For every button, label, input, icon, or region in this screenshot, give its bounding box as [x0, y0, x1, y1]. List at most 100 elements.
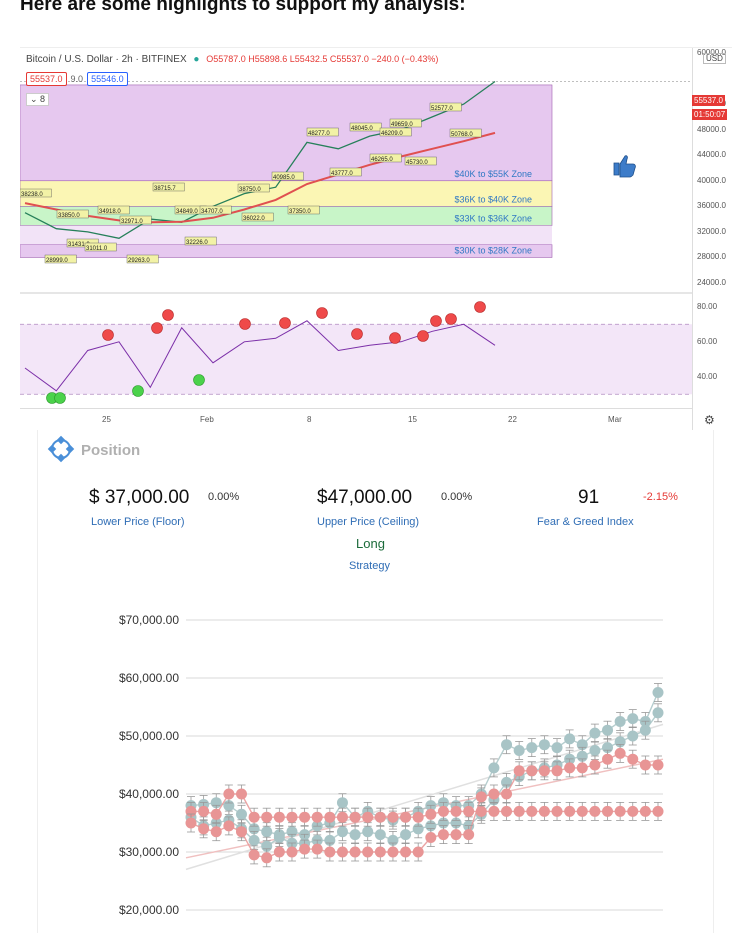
data-point: [488, 762, 500, 774]
data-point: [488, 788, 500, 800]
price-annotation-box: [97, 205, 130, 215]
data-point: [248, 834, 260, 846]
data-point: [652, 707, 664, 719]
price-annotation-box: [56, 209, 89, 219]
data-point: [551, 805, 563, 817]
exchange-label: BITFINEX: [141, 54, 187, 65]
price-annotation-label: 34707.0: [201, 209, 223, 215]
data-point: [425, 808, 437, 820]
range-scatter-chart[interactable]: $70,000.00 $60,000.00 $50,000.00 $40,000.00…: [38, 600, 715, 933]
data-point: [336, 797, 348, 809]
price-annotation-box: [126, 254, 159, 264]
tradingview-chart[interactable]: $40K to $55K Zone $36K to $40K Zone $33K t…: [20, 47, 732, 431]
data-point: [311, 843, 323, 855]
data-point: [235, 808, 247, 820]
zone-label: $40K to $55K Zone: [454, 169, 532, 179]
rsi-buy-signal: [193, 374, 205, 386]
data-point: [261, 826, 273, 838]
data-point: [198, 805, 210, 817]
price-annotation-box: [20, 188, 52, 198]
data-point: [501, 739, 513, 751]
interval-label[interactable]: 2h: [121, 54, 133, 65]
ask-badge[interactable]: 55546.0: [87, 72, 128, 86]
price-annotation-box: [429, 102, 462, 112]
currency-label[interactable]: USD: [703, 53, 726, 64]
symbol-title: Bitcoin / U.S. Dollar · 2h · BITFINEX ● …: [26, 54, 439, 65]
data-point: [198, 823, 210, 835]
date-tick-label: Feb: [200, 415, 214, 424]
rsi-line: [24, 320, 496, 392]
price-annotation-label: 38715.7: [154, 186, 176, 192]
data-point: [488, 805, 500, 817]
market-open-icon: ●: [193, 54, 200, 65]
series-line-upper: [190, 692, 659, 836]
price-annotation-box: [349, 122, 382, 132]
price-annotation-label: 46209.0: [381, 131, 403, 137]
data-point: [639, 759, 651, 771]
upper-price-label: Upper Price (Ceiling): [317, 516, 420, 528]
data-point: [400, 811, 412, 823]
price-annotation-box: [404, 156, 437, 166]
indicator-collapse-button[interactable]: ⌄ 8: [26, 93, 50, 106]
data-point: [589, 745, 601, 756]
rsi-tick-label: 80.00: [697, 301, 718, 311]
data-point: [349, 811, 361, 823]
data-point: [501, 805, 513, 817]
time-axis[interactable]: 25 Feb 8 15 22 Mar: [20, 408, 692, 431]
price-tick-label: 44000.0: [697, 150, 726, 160]
data-point: [299, 811, 311, 823]
gear-icon[interactable]: ⚙: [704, 413, 715, 427]
rsi-sell-signal: [102, 329, 114, 341]
data-point: [248, 811, 260, 823]
data-point: [602, 805, 614, 817]
rsi-sell-signal: [239, 318, 251, 330]
data-point: [412, 811, 424, 823]
price-chart-canvas[interactable]: $40K to $55K Zone $36K to $40K Zone $33K t…: [20, 48, 692, 431]
data-point: [362, 846, 374, 858]
price-annotation-label: 32226.0: [186, 240, 208, 246]
data-point: [387, 811, 399, 823]
data-point: [627, 805, 639, 817]
price-annotation-box: [449, 128, 482, 138]
data-point: [526, 742, 538, 754]
series-line-upper_low: [190, 712, 659, 848]
rsi-buy-signal: [132, 385, 144, 397]
price-annotation-box: [389, 118, 422, 128]
fear-greed-change: -2.15%: [643, 491, 678, 503]
data-point: [210, 808, 222, 820]
price-annotation-box: [84, 242, 117, 252]
data-point: [324, 811, 336, 823]
data-point: [513, 765, 525, 777]
spread-value: 9.0: [70, 74, 84, 84]
data-point: [223, 820, 235, 832]
data-point: [614, 805, 626, 817]
y-tick-label: $20,000.00: [119, 903, 179, 917]
price-annotation-box: [119, 215, 152, 225]
price-annotation-label: 46265.0: [371, 157, 393, 163]
price-tick-label: 40000.0: [697, 175, 726, 185]
data-point: [589, 759, 601, 771]
price-tick-label: 28000.0: [697, 252, 726, 262]
bid-badge[interactable]: 55537.0: [26, 72, 67, 86]
data-point: [311, 811, 323, 823]
price-annotation-box: [44, 254, 77, 264]
position-card: Position $ 37,000.00 0.00% Lower Price (…: [37, 430, 714, 933]
price-annotation-label: 40985.0: [273, 175, 295, 181]
price-annotation-label: 32971.0: [121, 219, 143, 225]
data-point: [576, 762, 588, 774]
lower-price-change: 0.00%: [208, 491, 240, 503]
data-point: [437, 829, 449, 841]
y-tick-label: $40,000.00: [119, 787, 179, 801]
page-headline: Here are some highlights to support my a…: [20, 0, 466, 15]
data-point: [501, 788, 513, 800]
price-annotation-label: 48045.0: [351, 126, 373, 132]
data-point: [400, 829, 412, 841]
fear-greed-value: 91: [578, 487, 600, 508]
zone-label: $33K to $36K Zone: [454, 214, 532, 224]
y-tick-label: $70,000.00: [119, 613, 179, 627]
zone-label: $36K to $40K Zone: [454, 194, 532, 204]
data-point: [602, 753, 614, 765]
thumbs-up-shape: [613, 155, 636, 178]
price-annotation-label: 29263.0: [128, 258, 150, 264]
price-tick-label: 24000.0: [697, 278, 726, 287]
